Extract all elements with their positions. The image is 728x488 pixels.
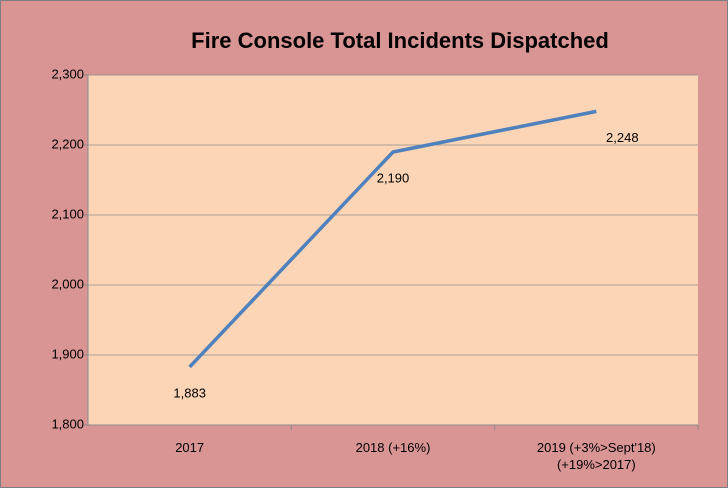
- data-label: 2,248: [606, 130, 639, 145]
- y-tick-label: 1,800: [51, 416, 84, 431]
- data-label: 2,190: [377, 170, 410, 185]
- y-tick-label: 2,300: [51, 66, 84, 81]
- y-tick-label: 2,100: [51, 206, 84, 221]
- data-label: 1,883: [173, 385, 206, 400]
- y-tick-label: 2,000: [51, 276, 84, 291]
- y-tick-label: 2,200: [51, 136, 84, 151]
- y-tick-label: 1,900: [51, 346, 84, 361]
- data-line: [188, 109, 597, 369]
- x-tick-label: 2018 (+16%): [355, 440, 431, 455]
- x-tick-label: 2019 (+3%>Sept'18) (+19%>2017): [536, 440, 656, 472]
- plot-area: [88, 75, 698, 425]
- x-tick-label: 2017: [175, 440, 205, 455]
- chart-title: Fire Console Total Incidents Dispatched: [191, 28, 609, 53]
